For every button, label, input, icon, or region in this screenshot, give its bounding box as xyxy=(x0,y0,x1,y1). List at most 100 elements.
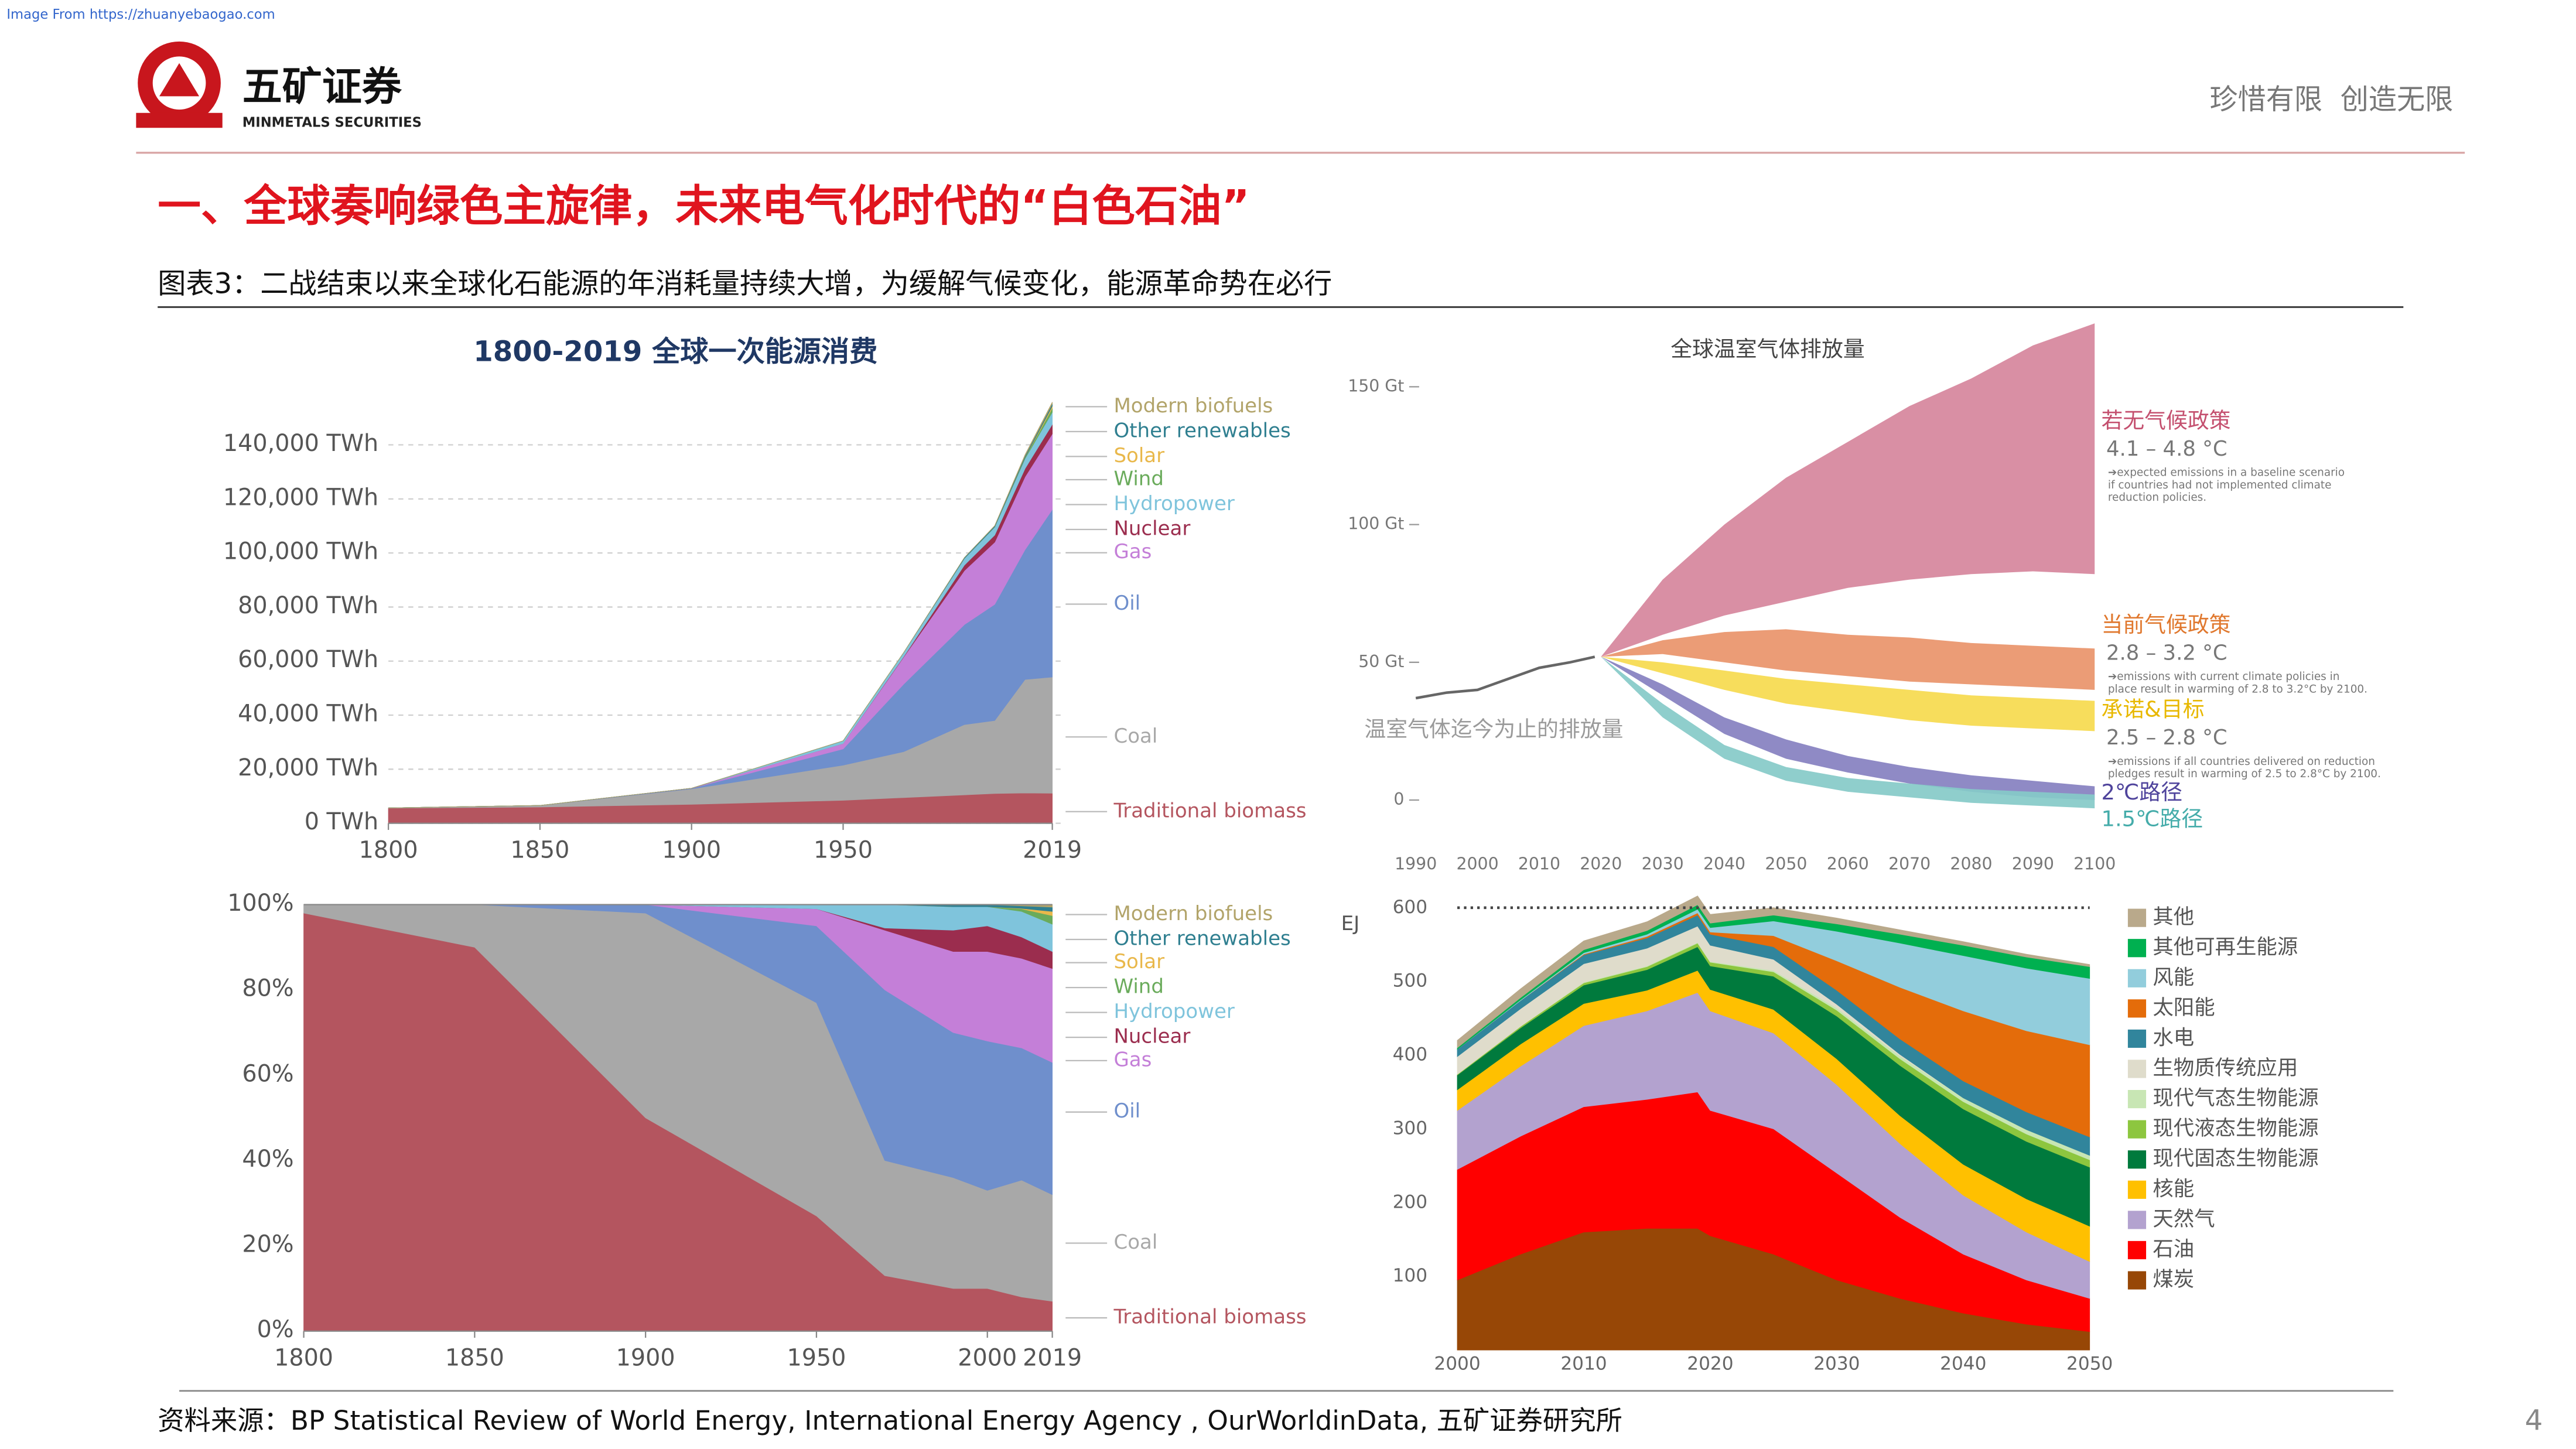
legend-label: Hydropower xyxy=(1113,1000,1234,1023)
chart: 全球温室气体排放量 0 50 Gt 100 Gt 150 Gt 1990 2000 2010 2… xyxy=(1348,323,2381,873)
x-tick-label: 2050 xyxy=(1765,854,1807,873)
scenario-note: ➔emissions if all countries delivered on… xyxy=(2108,756,2375,768)
scenario-name: 若无气候政策 xyxy=(2102,408,2231,433)
y-tick-label: 60,000 TWh xyxy=(238,646,378,673)
slogan: 珍惜有限 创造无限 xyxy=(2209,83,2453,116)
scenario-note: place result in warming of 2.8 to 3.2°C … xyxy=(2108,683,2367,695)
history-label: 温室气体迄今为止的排放量 xyxy=(1364,716,1623,741)
x-tick-label: 2000 xyxy=(1457,854,1499,873)
legend-label: Other renewables xyxy=(1113,419,1290,442)
legend-label: Other renewables xyxy=(1113,927,1290,950)
legend-label: Oil xyxy=(1113,1099,1140,1123)
legend-label: 现代固态生物能源 xyxy=(2153,1147,2318,1171)
x-tick-label: 2100 xyxy=(2073,854,2116,873)
x-tick-label: 2030 xyxy=(1642,854,1684,873)
x-tick-label: 1900 xyxy=(616,1344,675,1371)
company-name: 五矿证券 xyxy=(242,64,402,111)
x-tick-label: 1950 xyxy=(814,836,873,863)
legend-label: 煤炭 xyxy=(2153,1267,2194,1291)
scenario-name: 当前气候政策 xyxy=(2102,612,2231,637)
legend-label: Modern biofuels xyxy=(1113,394,1273,418)
chart-title: 1800-2019 全球一次能源消费 xyxy=(473,336,877,368)
legend-label: Modern biofuels xyxy=(1113,902,1273,925)
scenario-band xyxy=(1601,657,2095,809)
y-tick-label: 100 xyxy=(1393,1265,1427,1286)
x-tick-label: 1800 xyxy=(274,1344,333,1371)
x-tick-label: 2000 xyxy=(1434,1353,1480,1374)
y-tick-label: 0 xyxy=(1393,790,1404,809)
x-tick-label: 2040 xyxy=(1703,854,1745,873)
scenario-band xyxy=(1601,657,2095,801)
legend-label: 核能 xyxy=(2153,1177,2194,1201)
x-tick-label: 2040 xyxy=(1940,1353,1986,1374)
y-tick-label: 100 Gt xyxy=(1348,514,1404,534)
chart-title: 全球温室气体排放量 xyxy=(1670,336,1864,361)
scenario-band xyxy=(1601,657,2095,732)
y-tick-label: 300 xyxy=(1393,1117,1427,1139)
chart: 100 200 300 400 500 600 2000 2010 2020 2030 2040 20… xyxy=(1341,896,2319,1374)
legend-label: Gas xyxy=(1113,540,1152,563)
legend-swatch xyxy=(2127,1120,2147,1139)
legend-swatch xyxy=(2127,969,2147,987)
legend-swatch xyxy=(2127,939,2147,958)
legend-label: Nuclear xyxy=(1113,1025,1190,1048)
chart: 1800-2019 全球一次能源消费 0 TWh 20,000 TWh 40,000 … xyxy=(223,336,1307,864)
scenario-name: 2℃路径 xyxy=(2102,780,2182,805)
scenario-range: 2.5 – 2.8 °C xyxy=(2106,726,2227,750)
y-tick-label: 100% xyxy=(227,890,293,917)
page-title: 一、全球奏响绿色主旋律，未来电气化时代的“白色石油” xyxy=(158,182,1250,231)
legend-label: Gas xyxy=(1113,1048,1152,1071)
legend-label: 石油 xyxy=(2153,1237,2194,1261)
y-tick-label: 140,000 TWh xyxy=(223,430,378,457)
legend-label: Hydropower xyxy=(1113,492,1234,515)
x-tick-label: 2019 xyxy=(1023,1344,1082,1371)
x-tick-label: 2050 xyxy=(2066,1353,2113,1374)
legend-swatch xyxy=(2127,999,2147,1018)
x-tick-label: 1850 xyxy=(510,836,569,863)
scenario-note: ➔emissions with current climate policies… xyxy=(2108,671,2340,683)
legend-label: Wind xyxy=(1113,975,1163,999)
y-tick-label: 120,000 TWh xyxy=(223,484,378,511)
legend-label: Traditional biomass xyxy=(1113,1306,1306,1329)
legend-swatch xyxy=(2127,1211,2147,1229)
legend-label: 生物质传统应用 xyxy=(2153,1056,2298,1080)
scenario-note: pledges result in warming of 2.5 to 2.8°… xyxy=(2108,768,2381,780)
legend-label: Wind xyxy=(1113,467,1163,491)
logo xyxy=(136,41,223,128)
legend-swatch xyxy=(2127,1089,2147,1109)
scenario-band xyxy=(1601,323,2095,657)
x-tick-label: 2020 xyxy=(1687,1353,1733,1374)
x-tick-label: 1850 xyxy=(445,1344,504,1371)
legend-label: Solar xyxy=(1113,950,1164,973)
y-tick-label: 100,000 TWh xyxy=(223,538,378,565)
legend-label: Solar xyxy=(1113,444,1164,467)
scenario-note: if countries had not implemented climate xyxy=(2108,479,2332,491)
history-line xyxy=(1415,655,1596,700)
legend-swatch xyxy=(2127,1029,2147,1048)
x-tick-label: 2070 xyxy=(1888,854,1931,873)
legend-label: 水电 xyxy=(2153,1026,2194,1050)
y-tick-label: 400 xyxy=(1393,1044,1427,1065)
source-link: Image From https://zhuanyebaogao.com xyxy=(6,7,275,22)
y-tick-label: 60% xyxy=(242,1060,293,1087)
scenario-name: 承诺&目标 xyxy=(2102,696,2205,722)
legend-swatch xyxy=(2127,1060,2147,1078)
legend-swatch xyxy=(2127,1271,2147,1290)
y-tick-label: 80,000 TWh xyxy=(238,592,378,619)
x-tick-label: 1900 xyxy=(662,836,721,863)
x-tick-label: 2020 xyxy=(1580,854,1622,873)
y-axis-unit: EJ xyxy=(1341,912,1360,935)
legend-label: 天然气 xyxy=(2153,1207,2215,1231)
scenario-note: ➔expected emissions in a baseline scenar… xyxy=(2108,467,2345,479)
x-tick-label: 1990 xyxy=(1395,854,1437,873)
legend-swatch xyxy=(2127,1150,2147,1169)
legend-label: 太阳能 xyxy=(2153,996,2215,1020)
x-tick-label: 1950 xyxy=(787,1344,846,1371)
y-tick-label: 50 Gt xyxy=(1358,652,1404,671)
y-tick-label: 0% xyxy=(257,1316,294,1343)
legend-label: 现代液态生物能源 xyxy=(2153,1116,2318,1140)
x-tick-label: 2010 xyxy=(1560,1353,1607,1374)
figure-caption: 图表3：二战结束以来全球化石能源的年消耗量持续大增，为缓解气候变化，能源革命势在… xyxy=(158,267,1332,300)
source-note: 资料来源：BP Statistical Review of World Ener… xyxy=(158,1405,1622,1436)
